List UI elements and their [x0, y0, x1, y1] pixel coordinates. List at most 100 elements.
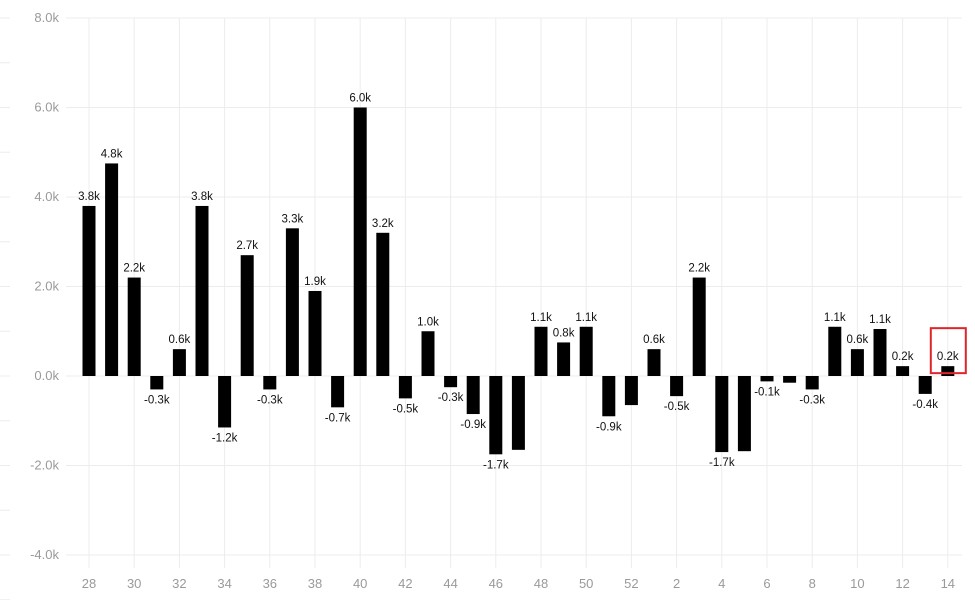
bar [579, 326, 593, 376]
bar [489, 376, 503, 455]
bar [715, 376, 729, 453]
bar [534, 326, 548, 376]
bar [331, 376, 345, 408]
x-tick-label: 12 [895, 576, 909, 591]
bar [172, 349, 186, 376]
data-labels: 3.8k 4.8k 2.2k -0.3k 0.6k 3.8k -1.2k 2.7k -0.3k 3… [78, 93, 959, 472]
bar-data-label: -0.9k [596, 421, 622, 433]
bar [195, 205, 209, 376]
bar [444, 376, 458, 388]
bar [941, 366, 955, 376]
bar [353, 107, 367, 376]
y-tick-label: 0.0k [34, 368, 59, 383]
bar-data-label: -0.3k [144, 394, 170, 406]
x-tick-label: 50 [579, 576, 593, 591]
x-tick-label: 36 [263, 576, 277, 591]
bar-data-label: 0.6k [169, 334, 191, 346]
bar-data-label: -1.2k [212, 432, 238, 444]
bar-data-label: 2.7k [236, 240, 258, 252]
x-tick-label: 28 [82, 576, 96, 591]
y-axis-ticks: 8.0k 6.0k 4.0k 2.0k 0.0k -2.0k -4.0k [30, 10, 59, 562]
bar-data-label: -0.5k [393, 403, 419, 415]
bar [670, 376, 684, 397]
bar [896, 366, 910, 376]
y-tick-label: 2.0k [34, 279, 59, 294]
x-tick-label: 4 [718, 576, 725, 591]
bar-data-label: 4.8k [101, 148, 123, 160]
x-tick-label: 48 [534, 576, 548, 591]
bars [82, 107, 955, 455]
bar [624, 376, 638, 406]
bar-data-label: 6.0k [349, 93, 371, 105]
bar [760, 376, 774, 382]
bar-data-label: 3.3k [282, 213, 304, 225]
bar [466, 376, 480, 415]
bar-data-label: -0.3k [799, 394, 825, 406]
y-tick-label: 6.0k [34, 100, 59, 115]
bar-data-label: 0.2k [937, 351, 959, 363]
bar [82, 205, 96, 376]
x-tick-label: 34 [217, 576, 231, 591]
bar [918, 376, 932, 394]
bar [850, 349, 864, 376]
bar [421, 331, 435, 376]
grid-layer [0, 17, 962, 600]
bar [692, 277, 706, 376]
bar [150, 376, 164, 390]
bar-data-label: 0.8k [553, 327, 575, 339]
x-tick-label: 42 [398, 576, 412, 591]
x-tick-label: 46 [489, 576, 503, 591]
bar-data-label: 3.2k [372, 218, 394, 230]
bar-data-label: 1.1k [869, 314, 891, 326]
bar [308, 290, 322, 376]
bar [511, 376, 525, 450]
bar [873, 329, 887, 376]
bar-data-label: -0.4k [912, 399, 938, 411]
x-tick-label: 32 [172, 576, 186, 591]
bar-data-label: -0.1k [754, 386, 780, 398]
highlight-layer [929, 327, 967, 375]
x-tick-label: 2 [673, 576, 680, 591]
bar [218, 376, 232, 428]
bar-data-label: 2.2k [123, 263, 145, 275]
bar [285, 228, 299, 376]
x-tick-label: 8 [809, 576, 816, 591]
bar [263, 376, 277, 390]
bar-data-label: -0.9k [460, 419, 486, 431]
bar [737, 376, 751, 452]
bar [805, 376, 819, 390]
x-axis-ticks: 28 30 32 34 36 38 40 42 44 46 48 50 52 2 4 6 8 10 12 14 [82, 576, 955, 591]
bar [783, 376, 797, 383]
y-tick-label: -2.0k [30, 458, 59, 473]
bar-data-label: 2.2k [688, 263, 710, 275]
bar [127, 277, 141, 376]
x-tick-label: 14 [941, 576, 955, 591]
bar [398, 376, 412, 399]
bar [647, 349, 661, 376]
bar-data-label: 0.6k [643, 334, 665, 346]
bar [240, 255, 254, 376]
bar-data-label: -1.7k [483, 459, 509, 471]
bar-data-label: -0.3k [438, 392, 464, 404]
bar [828, 326, 842, 376]
x-tick-label: 40 [353, 576, 367, 591]
x-tick-label: 38 [308, 576, 322, 591]
y-tick-label: -4.0k [30, 547, 59, 562]
bar-data-label: 3.8k [78, 191, 100, 203]
bar-data-label: 1.9k [304, 276, 326, 288]
x-tick-label: 30 [127, 576, 141, 591]
bar-data-label: -1.7k [709, 457, 735, 469]
bar [602, 376, 616, 417]
bar-data-label: -0.7k [325, 412, 351, 424]
x-tick-label: 6 [763, 576, 770, 591]
bar-data-label: 1.0k [417, 316, 439, 328]
x-tick-label: 10 [850, 576, 864, 591]
bar [376, 232, 390, 376]
y-tick-label: 4.0k [34, 189, 59, 204]
bar-data-label: -0.5k [664, 401, 690, 413]
bar-data-label: 1.1k [824, 312, 846, 324]
bar [557, 342, 571, 376]
bar-data-label: 3.8k [191, 191, 213, 203]
bar-data-label: -0.3k [257, 394, 283, 406]
